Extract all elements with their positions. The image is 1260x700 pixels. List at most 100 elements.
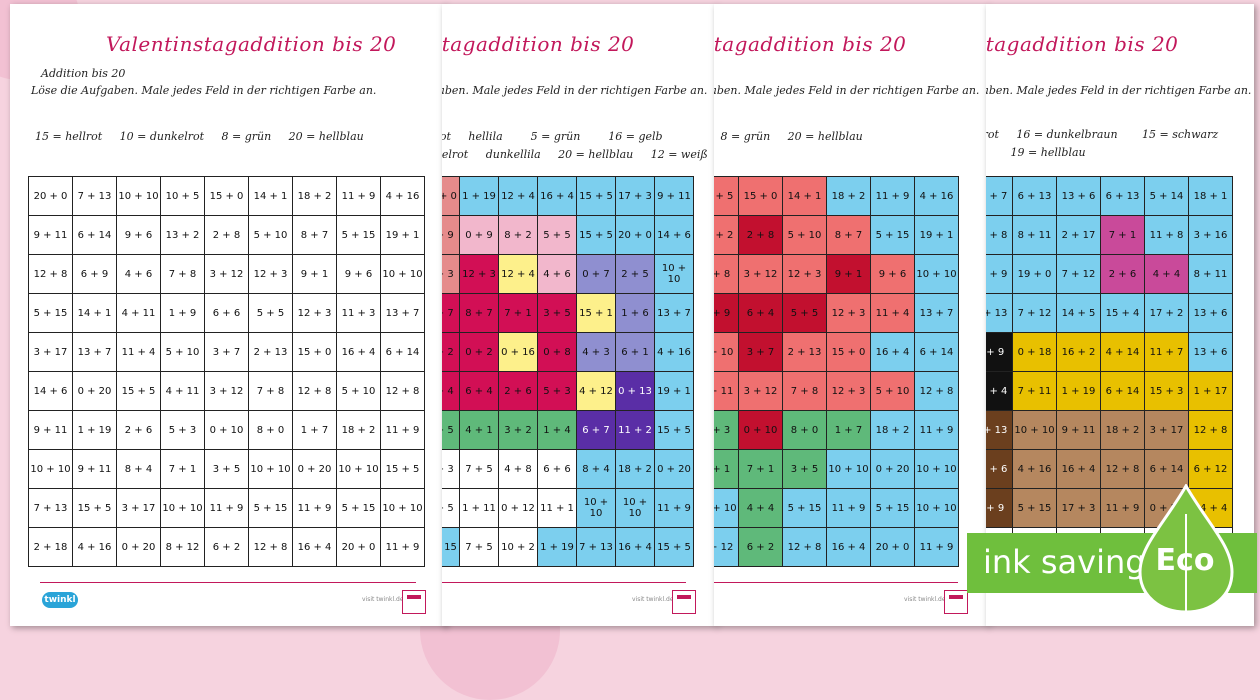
grid-cell: 7 + 13 (72, 176, 117, 216)
grid-row: 2 + 18 4 + 16 0 + 20 8 + 12 6 + 2 12 + 8 16 + … (28, 527, 425, 567)
grid-cell: 11 + 4 (870, 293, 915, 333)
grid-cell: 3 + 12 (738, 254, 783, 294)
eco-label: Eco (1155, 543, 1215, 578)
grid-cell: 15 + 0 (442, 176, 460, 216)
grid-cell: 9 + 11 (1056, 410, 1101, 450)
grid-cell: 4 + 16 (72, 527, 117, 567)
grid-cell: 2 + 6 (1100, 254, 1145, 294)
worksheet-title: Valentinstagaddition bis 20 (986, 32, 1179, 56)
grid-cell: 3 + 12 (738, 371, 783, 411)
grid-cell: 8 + 2 (498, 215, 538, 255)
color-legend-line: dunkelrot dunkellila 20 = hellblau 12 = … (442, 148, 708, 161)
grid-cell: 7 + 8 (160, 254, 205, 294)
grid-cell: 3 + 9 (442, 215, 460, 255)
grid-cell: 9 + 1 (292, 254, 337, 294)
worksheet-instructions: Löse die Aufgaben. Male jedes Feld in de… (714, 84, 980, 97)
grid-cell: 15 + 5 (654, 527, 694, 567)
grid-cell: 11 + 9 (204, 488, 249, 528)
grid-cell: 12 + 3 (248, 254, 293, 294)
worksheet-title: Valentinstagaddition bis 20 (106, 32, 397, 56)
grid-cell: 15 + 5 (380, 449, 425, 489)
grid-row: 8 + 37 + 54 + 86 + 68 + 418 + 20 + 20 (442, 449, 694, 489)
grid-cell: 12 + 3 (459, 254, 499, 294)
grid-cell: 4 + 4 (1144, 254, 1189, 294)
worksheet-instructions: Löse die Aufgaben. Male jedes Feld in de… (442, 84, 708, 97)
grid-cell: 10 + 10 (714, 488, 739, 528)
grid-cell: 7 + 8 (782, 371, 827, 411)
grid-cell: 12 + 8 (1100, 449, 1145, 489)
color-legend-line: rosa 19 = hellblau (986, 146, 1086, 159)
grid-cell: 4 + 16 (1012, 449, 1057, 489)
grid-cell: 11 + 9 (914, 527, 959, 567)
grid-cell: 7 + 12 (1012, 293, 1057, 333)
grid-cell: 4 + 4 (738, 488, 783, 528)
grid-cell: 7 + 1 (738, 449, 783, 489)
grid-cell: 14 + 6 (28, 371, 73, 411)
grid-cell: 0 + 5 (442, 410, 460, 450)
grid-row: 9 + 20 + 20 + 160 + 84 + 36 + 14 + 16 (442, 332, 694, 372)
grid-cell: 10 + 10 (914, 254, 959, 294)
grid-cell: 17 + 3 (615, 176, 655, 216)
grid-cell: 18 + 2 (292, 176, 337, 216)
footer-line (40, 582, 416, 583)
grid-cell: 7 + 1 (160, 449, 205, 489)
grid-cell: 18 + 2 (615, 449, 655, 489)
grid-cell: 9 + 6 (116, 215, 161, 255)
grid-cell: 4 + 1 (459, 410, 499, 450)
grid-cell: 12 + 8 (1188, 410, 1233, 450)
grid-cell: 10 + 10 (576, 488, 616, 528)
grid-row: 0 + 54 + 13 + 21 + 46 + 711 + 215 + 5 (442, 410, 694, 450)
grid-cell: 14 + 1 (72, 293, 117, 333)
grid-cell: 13 + 7 (380, 293, 425, 333)
grid-cell: 0 + 20 (116, 527, 161, 567)
grid-cell: 9 + 6 (870, 254, 915, 294)
grid-cell: 13 + 7 (72, 332, 117, 372)
grid-row: 3 + 90 + 98 + 25 + 515 + 520 + 014 + 6 (442, 215, 694, 255)
color-legend-line: 15 = hellrot 10 = dunkelrot 8 = grün 20 … (35, 130, 364, 143)
grid-cell: 0 + 7 (576, 254, 616, 294)
grid-cell: 15 + 5 (576, 176, 616, 216)
grid-cell: 0 + 10 (204, 410, 249, 450)
worksheet-1: Valentinstagaddition bis 20 Addition bis… (10, 4, 446, 626)
grid-cell: 0 + 20 (72, 371, 117, 411)
grid-cell: 0 + 18 (1012, 332, 1057, 372)
grid-cell: 7 + 12 (1056, 254, 1101, 294)
grid-cell: 5 + 5 (537, 215, 577, 255)
grid-cell: 10 + 10 (380, 488, 425, 528)
footer-line (442, 582, 686, 583)
grid-cell: 0 + 20 (654, 449, 694, 489)
grid-row: 10 + 515 + 014 + 118 + 211 + 94 + 16 (714, 176, 959, 216)
grid-cell: 3 + 12 (204, 371, 249, 411)
grid-cell: 4 + 8 (498, 449, 538, 489)
grid-cell: 0 + 16 (498, 332, 538, 372)
addition-grid: 10 + 515 + 014 + 118 + 211 + 94 + 1613 +… (714, 176, 959, 567)
color-legend-line: 15 = hellrot 10 = dunkelrot 8 = grün 20 … (720, 130, 863, 143)
grid-cell: 1 + 19 (537, 527, 577, 567)
grid-cell: 2 + 13 (782, 332, 827, 372)
grid-cell: 9 + 11 (28, 215, 73, 255)
grid-cell: 5 + 10 (714, 332, 739, 372)
grid-cell: 14 + 6 (654, 215, 694, 255)
grid-cell: 8 + 3 (442, 449, 460, 489)
worksheet-2: Valentinstagaddition bis 20 Löse die Auf… (442, 4, 716, 626)
grid-cell: 10 + 10 (116, 176, 161, 216)
grid-cell: 14 + 5 (1056, 293, 1101, 333)
grid-cell: 16 + 4 (537, 176, 577, 216)
grid-cell: 19 + 0 (1012, 254, 1057, 294)
grid-cell: 4 + 12 (576, 371, 616, 411)
grid-cell: 12 + 4 (498, 254, 538, 294)
grid-cell: 4 + 4 (442, 371, 460, 411)
grid-cell: 6 + 9 (986, 332, 1013, 372)
grid-cell: 12 + 8 (380, 371, 425, 411)
grid-cell: 5 + 3 (714, 410, 739, 450)
grid-cell: 10 + 10 (914, 449, 959, 489)
grid-cell: 16 + 4 (615, 527, 655, 567)
grid-cell: 1 + 17 (1188, 371, 1233, 411)
grid-cell: 1 + 19 (72, 410, 117, 450)
